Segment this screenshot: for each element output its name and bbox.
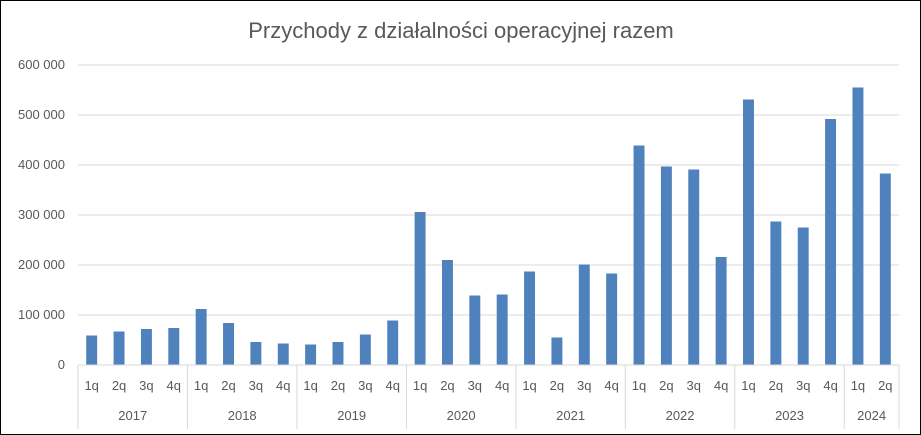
quarter-tick-label: 4q <box>823 378 837 393</box>
bar <box>743 99 754 365</box>
bar <box>86 335 98 365</box>
bar <box>688 169 700 365</box>
bar <box>305 344 317 365</box>
quarter-tick-label: 3q <box>468 378 482 393</box>
category-axis: 1q 2q 3q 4q 1q 2q 3q 4q 1q 2q 3q 4q 1q 2q 3q 4q 1q 2q 3q 4q… <box>77 364 900 429</box>
bar <box>223 323 234 365</box>
bar <box>606 273 618 365</box>
y-tick-label: 200 000 <box>18 257 65 272</box>
quarter-tick-label: 1q <box>303 378 317 393</box>
bar <box>879 173 891 365</box>
quarter-tick-label: 3q <box>796 378 810 393</box>
bar <box>770 221 782 365</box>
y-tick-label: 600 000 <box>18 57 65 72</box>
quarter-tick-label: 2q <box>659 378 673 393</box>
bar <box>113 331 125 365</box>
y-tick-label: 400 000 <box>18 157 65 172</box>
quarter-tick-label: 2q <box>878 378 892 393</box>
chart-title: Przychody z działalności operacyjnej raz… <box>248 18 674 43</box>
gridlines <box>78 64 899 316</box>
quarter-tick-label: 1q <box>194 378 208 393</box>
y-tick-label: 100 000 <box>18 307 65 322</box>
quarter-tick-label: 3q <box>249 378 263 393</box>
year-tick-label: 2020 <box>447 408 476 423</box>
bar <box>797 227 809 365</box>
quarter-tick-label: 1q <box>522 378 536 393</box>
quarter-tick-label: 4q <box>385 378 399 393</box>
bar <box>168 328 180 365</box>
quarter-tick-label: 1q <box>84 378 98 393</box>
quarter-tick-label: 4q <box>167 378 181 393</box>
bar <box>633 145 645 365</box>
quarter-tick-label: 2q <box>331 378 345 393</box>
quarter-tick-label: 1q <box>413 378 427 393</box>
quarter-tick-label: 4q <box>604 378 618 393</box>
year-tick-label: 2023 <box>775 408 804 423</box>
quarter-tick-label: 1q <box>851 378 865 393</box>
quarter-tick-label: 3q <box>577 378 591 393</box>
y-tick-label: 0 <box>58 357 65 372</box>
year-tick-label: 2024 <box>857 408 886 423</box>
bar <box>250 342 262 365</box>
bar <box>715 257 727 365</box>
bar <box>277 343 289 365</box>
quarter-tick-label: 4q <box>495 378 509 393</box>
bar <box>825 119 837 365</box>
quarter-tick-label: 2q <box>221 378 235 393</box>
quarter-tick-label: 4q <box>714 378 728 393</box>
bar <box>852 87 864 365</box>
quarter-tick-label: 2q <box>112 378 126 393</box>
y-tick-label: 300 000 <box>18 207 65 222</box>
bar <box>469 295 481 365</box>
year-tick-label: 2017 <box>118 408 147 423</box>
quarter-tick-label: 4q <box>276 378 290 393</box>
bars <box>86 87 891 365</box>
bar <box>578 264 590 365</box>
bar <box>441 260 453 365</box>
quarter-tick-label: 1q <box>632 378 646 393</box>
bar <box>414 212 426 365</box>
year-tick-label: 2022 <box>666 408 695 423</box>
y-tick-label: 500 000 <box>18 107 65 122</box>
y-axis-ticks: 0 100 000 200 000 300 000 400 000 500 000 600 … <box>18 57 65 372</box>
quarter-tick-label: 3q <box>358 378 372 393</box>
bar <box>551 337 563 365</box>
bar <box>524 271 536 365</box>
year-tick-label: 2018 <box>228 408 257 423</box>
quarter-tick-label: 2q <box>550 378 564 393</box>
quarter-tick-label: 3q <box>139 378 153 393</box>
bar <box>660 166 672 365</box>
quarter-tick-label: 1q <box>741 378 755 393</box>
bar <box>332 342 344 365</box>
bar <box>195 309 207 365</box>
quarter-tick-label: 3q <box>687 378 701 393</box>
year-tick-label: 2021 <box>556 408 585 423</box>
bar <box>140 329 152 365</box>
quarter-tick-label: 2q <box>769 378 783 393</box>
year-tick-label: 2019 <box>337 408 366 423</box>
bar <box>359 334 371 365</box>
quarter-tick-label: 2q <box>440 378 454 393</box>
bar <box>496 294 508 365</box>
bar <box>387 320 399 365</box>
